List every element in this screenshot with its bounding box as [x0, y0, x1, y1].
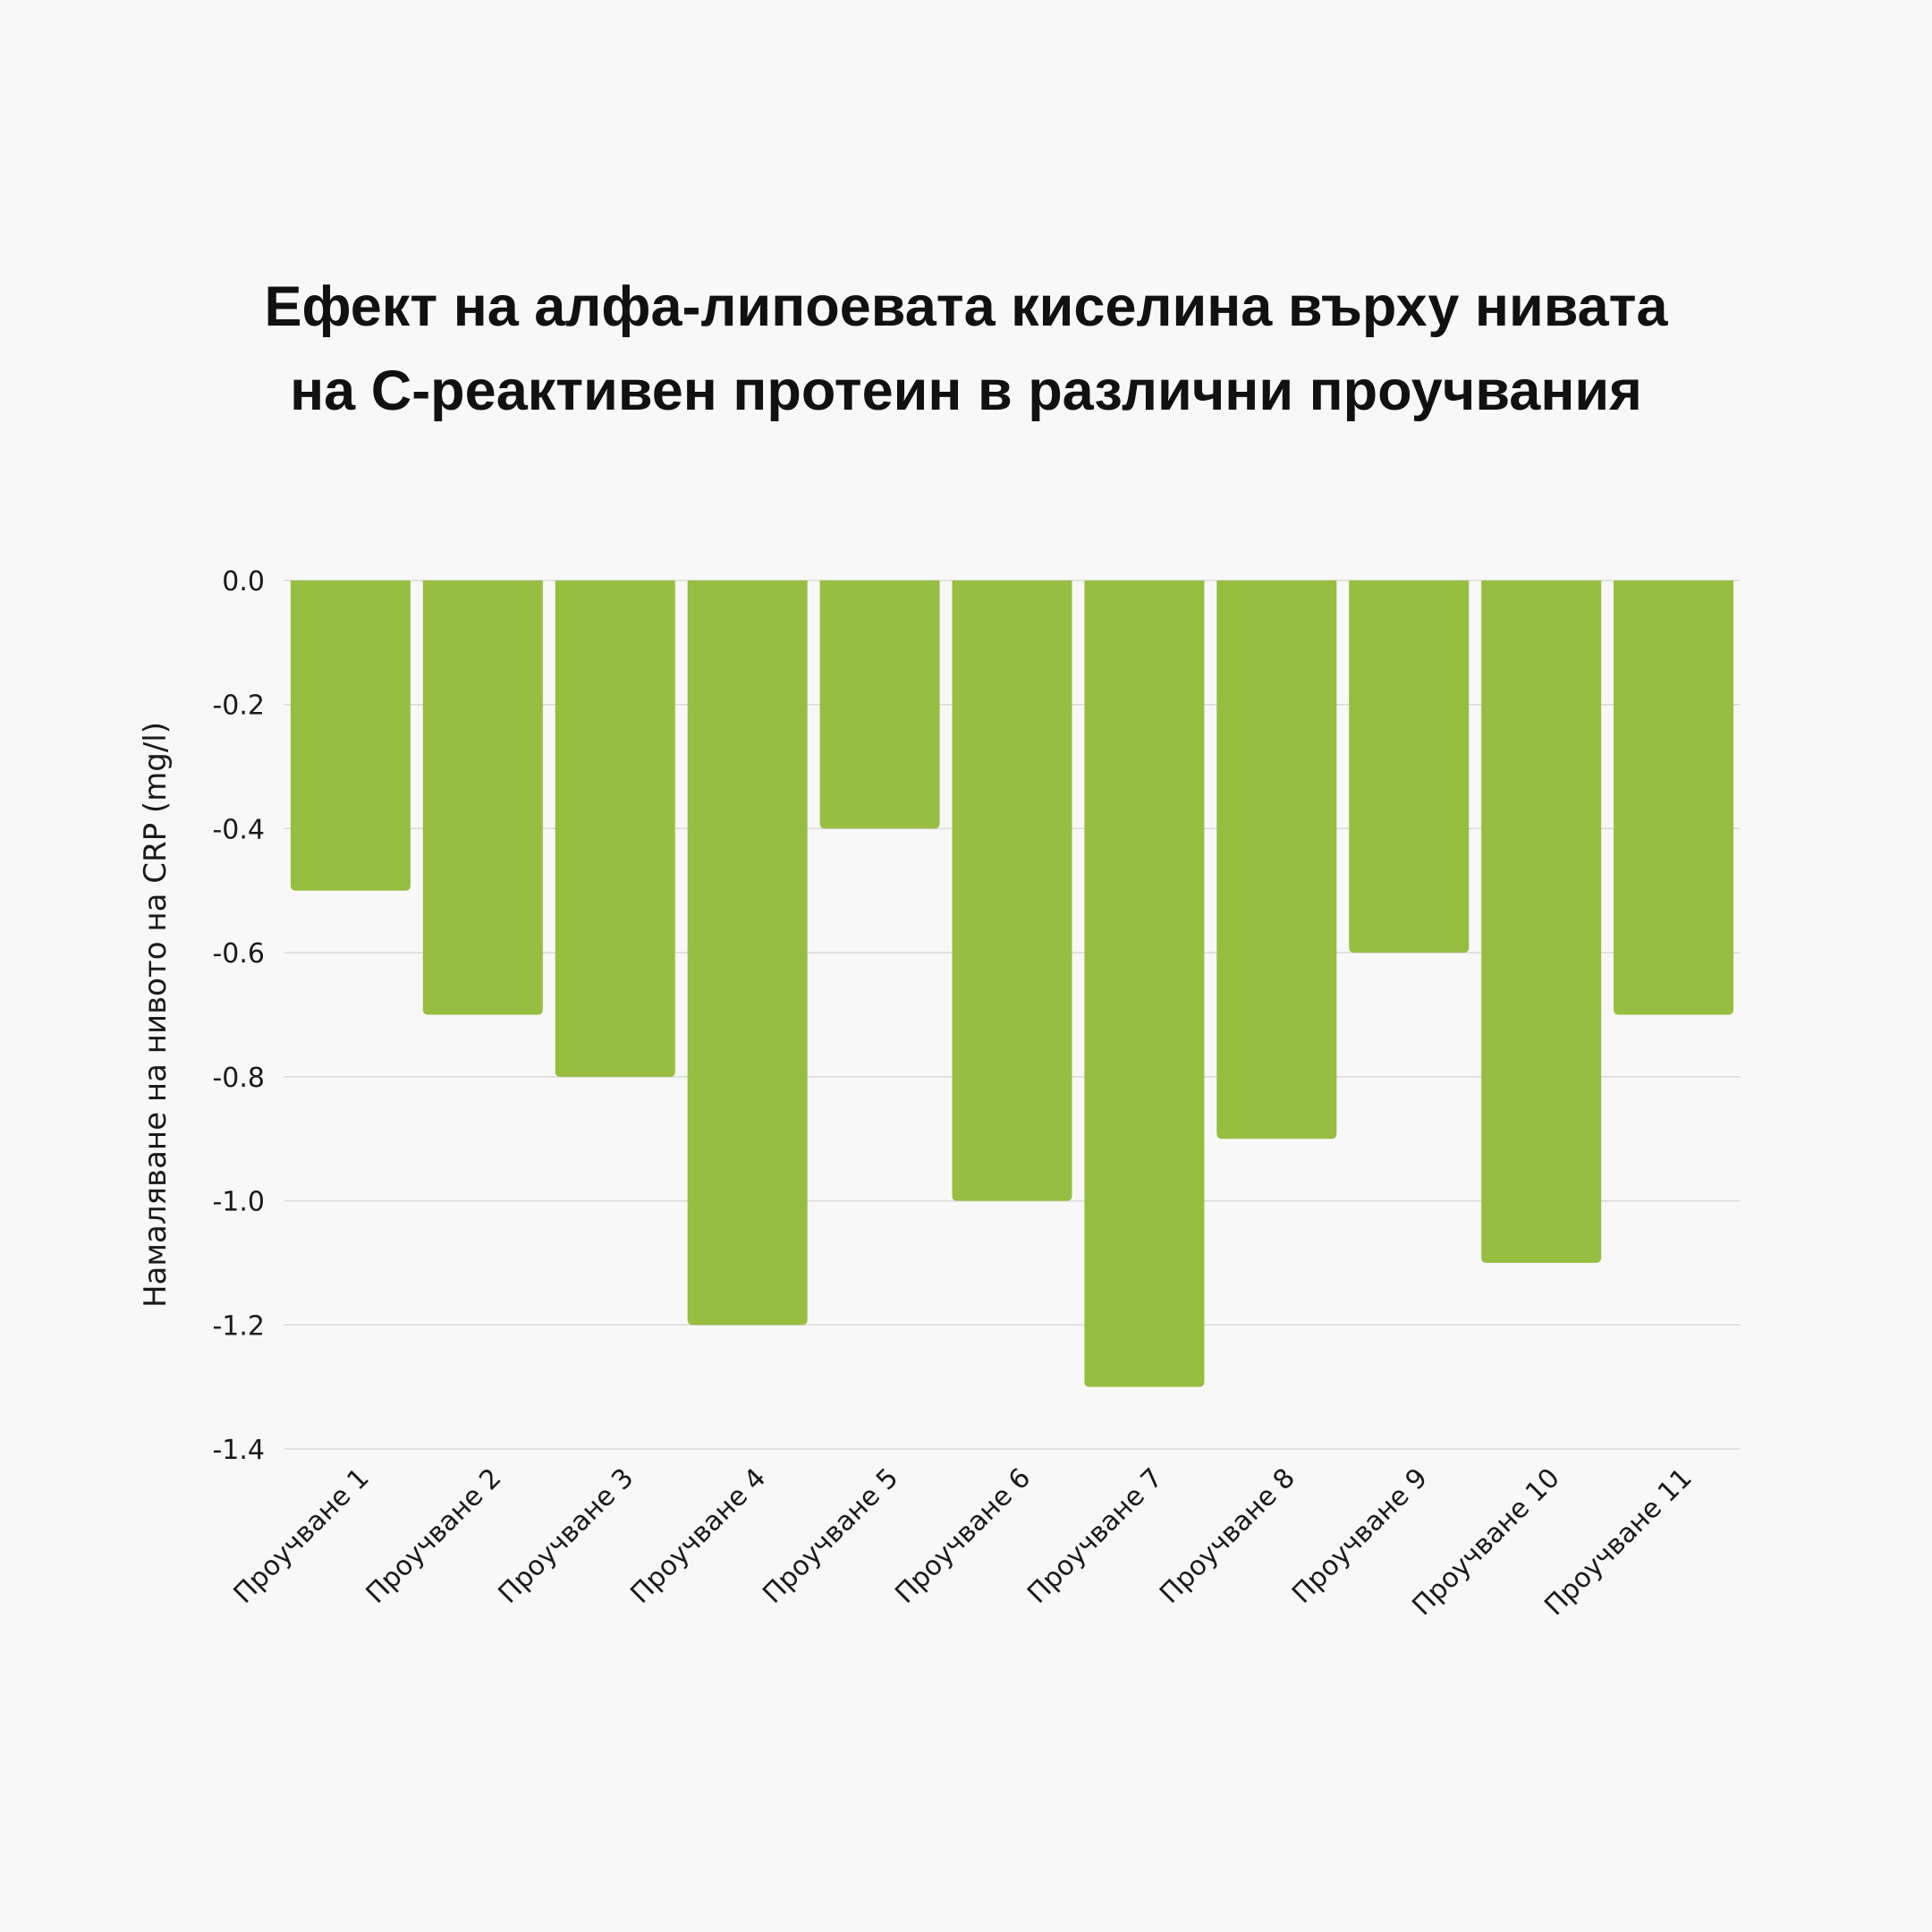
y-tick-label: -0.8 — [212, 1063, 265, 1094]
y-tick-label: -1.0 — [212, 1187, 265, 1218]
bar — [1216, 580, 1337, 1140]
y-tick-label: -1.2 — [212, 1310, 265, 1342]
bar — [1481, 580, 1602, 1263]
bar — [819, 580, 940, 829]
x-tick-label: Проучване 3 — [493, 1462, 640, 1610]
y-tick-label: -0.6 — [212, 938, 265, 970]
bar — [1614, 580, 1734, 1015]
y-tick-label: 0.0 — [222, 566, 265, 597]
bar — [1349, 580, 1470, 953]
y-tick-label: -1.4 — [212, 1435, 265, 1466]
chart-title-line-2: на C-реактивен протеин в различни проучв… — [290, 360, 1642, 422]
bar — [290, 580, 411, 891]
y-tick-label: -0.2 — [212, 691, 265, 722]
x-tick-label: Проучване 9 — [1286, 1462, 1434, 1610]
bar — [555, 580, 675, 1077]
y-axis-title: Намаляване на нивото на CRP (mg/l) — [138, 722, 174, 1308]
x-tick-label: Проучване 6 — [889, 1462, 1037, 1610]
bar — [422, 580, 543, 1015]
bar — [1084, 580, 1205, 1387]
bar — [952, 580, 1072, 1201]
bar — [687, 580, 808, 1326]
x-tick-label: Проучване 4 — [624, 1462, 772, 1610]
x-tick-label: Проучване 5 — [757, 1462, 904, 1610]
chart-title: Ефект на алфа-липоевата киселина върху н… — [0, 265, 1932, 433]
x-tick-label: Проучване 1 — [228, 1462, 376, 1610]
x-tick-label: Проучване 2 — [360, 1462, 508, 1610]
chart-title-line-1: Ефект на алфа-липоевата киселина върху н… — [264, 275, 1668, 338]
x-tick-label: Проучване 8 — [1154, 1462, 1301, 1610]
x-tick-label: Проучване 7 — [1021, 1462, 1169, 1610]
y-tick-label: -0.4 — [212, 814, 265, 845]
bars — [290, 580, 1734, 1387]
y-tick-labels: 0.0 -0.2 -0.4 -0.6 -0.8 -1.0 -1.2 -1.4 — [212, 566, 265, 1466]
